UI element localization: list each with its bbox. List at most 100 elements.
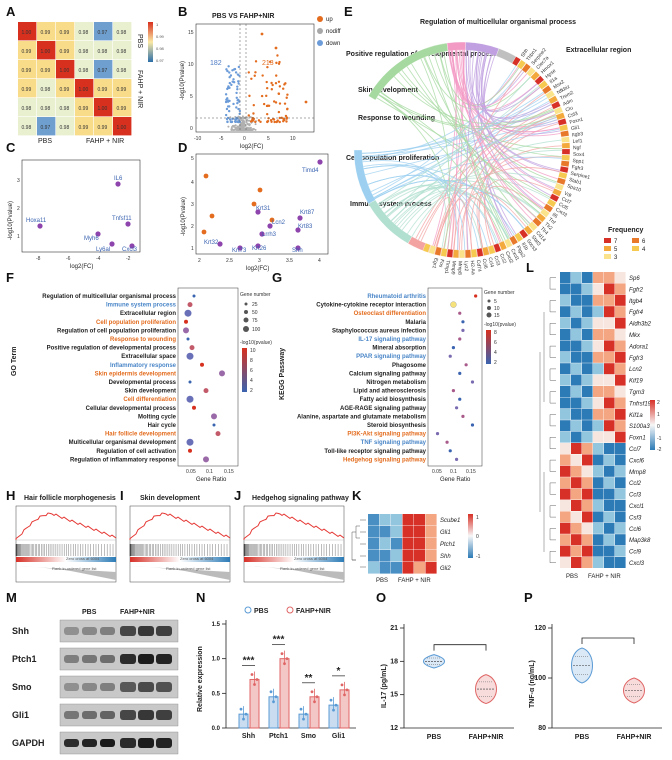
panel-g-xtick: 0.15 [466,469,476,475]
kegg-dot [458,337,462,341]
heatmap-cell [379,526,391,538]
l-gene-label: Mkx [629,333,641,339]
point-up [286,107,289,111]
blot-band-fahp [120,654,136,664]
heatmap-value: 0.97 [41,125,51,131]
heatmap-cell [582,443,593,454]
color-4: 4 [494,350,497,356]
go-term-label: Hair follicle development [105,432,176,438]
panel-o: O 12 15 18 21 PBS FAHP+NIR IL-17 (pg/mL) [376,590,514,741]
point-up [278,102,282,105]
label-cxcl3: Cxcl3 [122,247,138,253]
panel-d-ylabel: -log10(Pvalue) [181,197,187,236]
heatmap-cell [571,420,582,432]
heatmap-cell [582,511,593,523]
point-down [238,112,241,116]
heatmap-cell [560,534,571,546]
heatmap-cell [37,60,56,79]
point-down [227,109,231,113]
heatmap-cell [425,526,437,538]
gene-label: Cxcl1 [509,248,520,262]
l-gene-label: S100a3 [629,424,650,430]
point-krt26 [255,243,261,249]
y-tick-label: 12 [390,725,398,732]
chord-link [362,94,546,161]
heatmap-cell [571,534,582,546]
gene-label: Stab1 [568,177,582,186]
panel-b-ytick: 0 [190,126,193,132]
chord-link [376,97,551,198]
chord-segment [541,84,552,95]
point [269,217,275,223]
gene-label: Fgfr3 [571,164,584,172]
heatmap-cell [571,306,582,318]
label-krt73: Krt73 [232,248,247,254]
gene-label: Lyz2 [463,261,469,272]
heatmap-cell [18,41,37,60]
gene-heatmap [560,272,626,568]
l-scale-2: 2 [657,400,660,406]
kegg-term-label: Steroid biosynthesis [367,423,427,429]
heatmap-cell [414,562,426,574]
panel-f-colorbar [242,348,247,392]
heatmap-value: 0.98 [79,68,89,74]
heatmap-value: 0.99 [22,87,32,93]
size-10: 10 [494,306,500,312]
point-up [271,83,274,87]
heatmap-value: 0.98 [117,68,127,74]
heatmap-cell [113,41,132,60]
kegg-dot [448,449,452,453]
blot-strip [59,619,179,643]
data-point [304,712,308,716]
heatmap-cell [615,351,626,363]
panel-d-letter: D [178,140,187,155]
heatmap-cell [379,538,391,550]
panel-l-dendrogram [539,277,556,563]
point-down [228,71,231,74]
size-dot [243,317,249,323]
point-down [237,98,240,102]
point-myh6 [95,231,101,237]
color-6: 6 [250,368,253,374]
heatmap-cell [571,545,582,557]
point-up [270,81,273,85]
gene-label: H2-Aa [469,260,476,275]
heatmap-cell [560,431,571,443]
go-dot [186,438,194,446]
heatmap-cell [391,550,403,562]
size-50: 50 [252,310,258,316]
heatmap-cell [615,272,626,283]
go-dot [183,327,189,334]
point-nodiff [248,127,251,130]
panel-a-scale-1: 1 [156,22,159,27]
point-nodiff [242,119,245,122]
heatmap-cell [560,306,571,318]
point-nodiff [246,123,249,126]
heatmap-value: 0.99 [98,125,108,131]
heatmap-cell [593,329,604,340]
l-gene-label: Ccl7 [629,447,642,453]
point-down [226,87,229,91]
panel-n-yticks: 0.0 0.5 1.0 1.5 [212,622,226,732]
gene-label: Adm [562,98,574,108]
chord-segment [560,160,570,168]
point-up [277,80,281,83]
x-label: PBS [427,734,442,741]
point-krt32 [217,241,223,247]
panel-k-colorbar [468,514,473,558]
heatmap-cell [56,98,75,117]
kegg-dot [464,363,468,367]
point-nodiff [248,124,251,127]
chord-link [481,53,561,135]
heatmap-cell [75,41,94,60]
heatmap-cell [604,272,615,283]
y-tick-label: 0.0 [212,726,221,732]
gene-label: Fos [437,259,445,269]
heatmap-cell [560,340,571,352]
chord-link [465,51,479,250]
heatmap-cell [75,98,94,117]
heatmap-cell [75,60,94,79]
size-75: 75 [252,318,258,324]
heatmap-cell [571,557,582,568]
